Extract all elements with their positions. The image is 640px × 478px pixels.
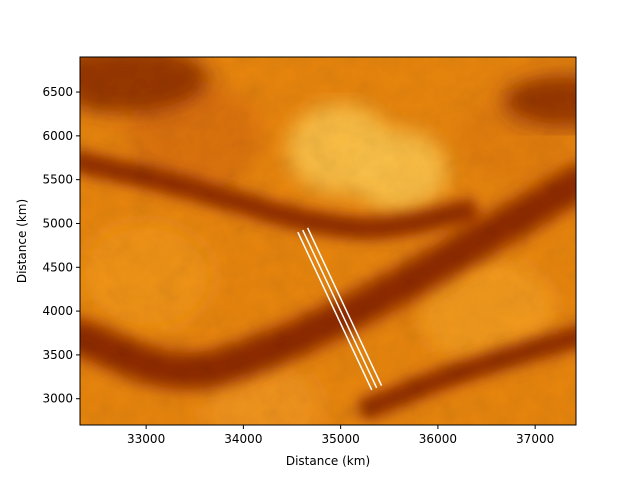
dark-band	[361, 328, 576, 417]
dark-region	[503, 74, 576, 128]
dark-band	[80, 169, 576, 386]
transect-line-2	[302, 229, 378, 389]
dark-region	[80, 57, 209, 114]
x-tick-label: 34000	[224, 432, 262, 446]
plot-area	[80, 57, 576, 425]
transect-line-1	[297, 231, 373, 391]
x-axis-label: Distance (km)	[286, 454, 370, 468]
y-tick-label: 6000	[42, 129, 73, 143]
y-tick-label: 5000	[42, 216, 73, 230]
x-axis: 33000 34000 35000 36000 37000	[127, 425, 554, 446]
y-tick-label: 4500	[42, 260, 73, 274]
y-axis: 3000 3500 4000 4500 5000 5500 6000 6500	[42, 85, 80, 406]
x-tick-label: 33000	[127, 432, 165, 446]
transect-line-3	[306, 227, 383, 386]
dark-band	[80, 153, 476, 237]
y-axis-label: Distance (km)	[15, 199, 29, 283]
x-tick-label: 35000	[322, 432, 360, 446]
y-tick-label: 3000	[42, 392, 73, 406]
x-tick-label: 36000	[419, 432, 457, 446]
bright-spot	[350, 129, 448, 213]
x-tick-label: 37000	[516, 432, 554, 446]
heatmap-region	[80, 221, 215, 331]
plot-frame	[79, 56, 577, 426]
y-tick-label: 6500	[42, 85, 73, 99]
heatmap-region	[418, 256, 555, 366]
y-tick-label: 4000	[42, 304, 73, 318]
y-tick-label: 3500	[42, 348, 73, 362]
transect-lines	[297, 227, 383, 391]
y-tick-label: 5500	[42, 173, 73, 187]
